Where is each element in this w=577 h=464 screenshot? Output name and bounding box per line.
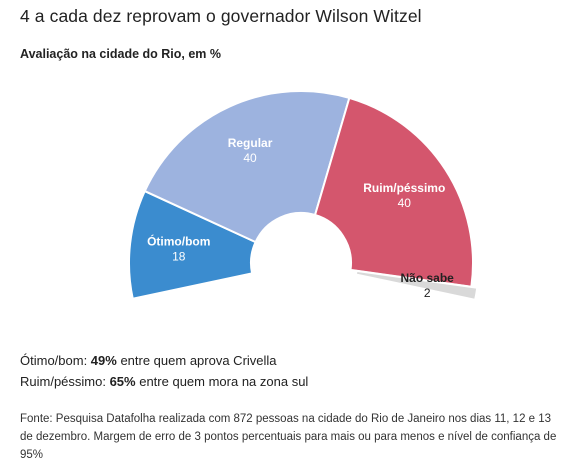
slice-ruim-pessimo xyxy=(313,96,474,288)
slice-value-otimo-bom: 18 xyxy=(172,249,186,263)
slice-label-ruim-pessimo: Ruim/péssimo xyxy=(363,181,445,195)
slice-label-nao-sabe: Não sabe xyxy=(401,271,455,285)
slice-otimo-bom xyxy=(128,189,257,300)
note-line-2: Ruim/péssimo: 65% entre quem mora na zon… xyxy=(20,374,309,389)
notes: Ótimo/bom: 49% entre quem aprova Crivell… xyxy=(20,350,308,392)
source-note: Fonte: Pesquisa Datafolha realizada com … xyxy=(20,413,557,461)
slice-value-regular: 40 xyxy=(243,151,257,165)
note-line-1: Ótimo/bom: 49% entre quem aprova Crivell… xyxy=(20,353,277,368)
slice-value-ruim-pessimo: 40 xyxy=(398,196,412,210)
chart-title: 4 a cada dez reprovam o governador Wilso… xyxy=(20,6,422,26)
slice-nao-sabe xyxy=(354,269,479,301)
slice-label-otimo-bom: Ótimo/bom xyxy=(147,233,210,248)
slice-label-regular: Regular xyxy=(228,136,273,150)
chart-subtitle: Avaliação na cidade do Rio, em % xyxy=(20,47,221,61)
slice-regular xyxy=(143,90,351,244)
slice-value-nao-sabe: 2 xyxy=(424,286,431,300)
